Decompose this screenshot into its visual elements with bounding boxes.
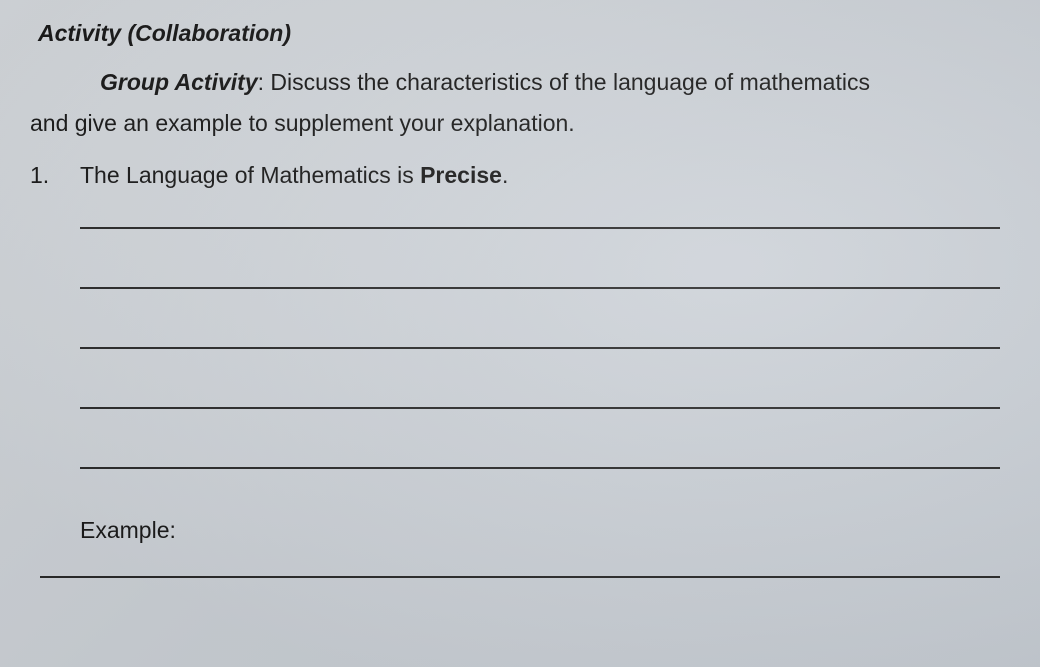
group-activity-label: Group Activity <box>100 69 258 95</box>
item-text: The Language of Mathematics is Precise. <box>80 162 1010 189</box>
answer-blank-line <box>80 227 1000 229</box>
item-number: 1. <box>30 162 80 189</box>
example-row: Example: <box>80 517 1000 548</box>
worksheet-page: Activity (Collaboration) Group Activity:… <box>30 20 1010 578</box>
prompt-line-2: and give an example to supplement your e… <box>30 106 1010 141</box>
answer-blank-line <box>80 407 1000 409</box>
example-label: Example: <box>80 517 184 548</box>
item-text-suffix: . <box>502 162 508 188</box>
answer-blank-line <box>80 287 1000 289</box>
item-text-bold: Precise <box>420 162 502 188</box>
prompt-colon: : <box>258 69 271 95</box>
example-blank-line <box>40 576 1000 578</box>
prompt-line-1: Group Activity: Discuss the characterist… <box>100 65 1010 100</box>
item-text-prefix: The Language of Mathematics is <box>80 162 420 188</box>
answer-blank-line <box>80 467 1000 469</box>
answer-blank-line <box>80 347 1000 349</box>
question-item: 1. The Language of Mathematics is Precis… <box>30 162 1010 189</box>
activity-heading: Activity (Collaboration) <box>38 20 1010 47</box>
prompt-line1-rest: Discuss the characteristics of the langu… <box>270 69 870 95</box>
